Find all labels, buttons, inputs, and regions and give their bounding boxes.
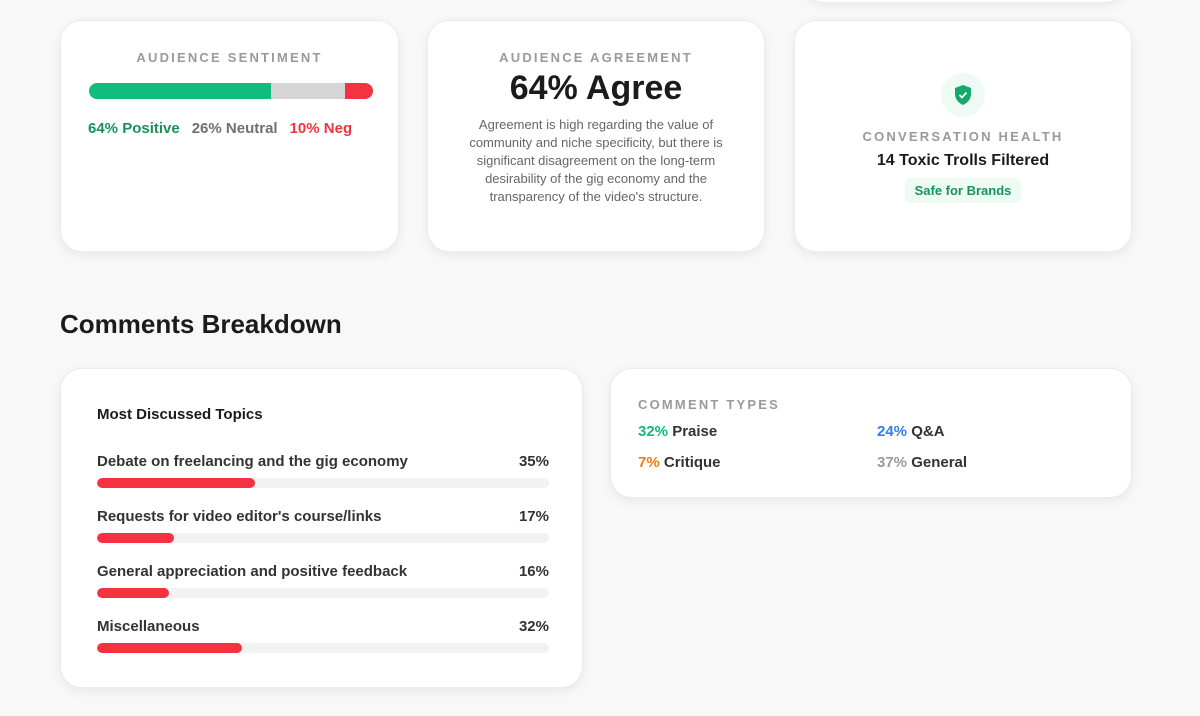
sentiment-negative-segment	[344, 83, 373, 99]
comment-type-label: Critique	[663, 454, 721, 471]
topic-bar-track	[97, 588, 549, 598]
topics-card: Most Discussed Topics Debate on freelanc…	[60, 368, 583, 688]
health-headline: 14 Toxic Trolls Filtered	[876, 152, 1050, 169]
comment-type-percent: 37%	[877, 454, 908, 471]
positive-label: 64% Positive	[88, 120, 180, 137]
negative-label: 10% Neg	[289, 120, 353, 137]
comment-type-percent: 32%	[638, 423, 669, 440]
comment-type-percent: 7%	[638, 454, 660, 471]
topic-item: General appreciation and positive feedba…	[97, 563, 549, 598]
topic-percent: 17%	[518, 508, 549, 525]
topic-item: Debate on freelancing and the gig econom…	[97, 453, 549, 488]
topic-label: Requests for video editor's course/links	[97, 508, 382, 525]
topic-bar-fill	[97, 588, 170, 598]
topic-item: Requests for video editor's course/links…	[97, 508, 549, 543]
topic-label: Debate on freelancing and the gig econom…	[97, 453, 408, 470]
comment-type-label: Praise	[672, 423, 718, 440]
comment-types-card: COMMENT TYPES 32% Praise 24% Q&A 7% Critiq…	[610, 368, 1132, 498]
topic-bar-fill	[97, 478, 256, 488]
agreement-headline: 64% Agree	[509, 69, 683, 107]
topic-label: Miscellaneous	[97, 618, 200, 635]
topic-item: Miscellaneous 32%	[97, 618, 549, 653]
comment-type-percent: 24%	[877, 423, 908, 440]
topic-bar-fill	[97, 643, 242, 653]
topic-bar-track	[97, 643, 549, 653]
card-title: CONVERSATION HEALTH	[862, 129, 1064, 144]
topic-bar-fill	[97, 533, 174, 543]
audience-agreement-card: AUDIENCE AGREEMENT 64% Agree Agreement i…	[427, 20, 765, 252]
neutral-label: 26% Neutral	[191, 120, 278, 137]
sentiment-positive-segment	[89, 83, 271, 99]
audience-sentiment-card: AUDIENCE SENTIMENT 64% Positive 26% Neut…	[60, 20, 399, 252]
sentiment-bar	[89, 83, 373, 99]
topic-bar-track	[97, 533, 549, 543]
comment-type-label: Q&A	[911, 423, 945, 440]
comment-type-item: 37% General	[877, 454, 967, 471]
topics-title: Most Discussed Topics	[97, 406, 263, 423]
comment-type-item: 24% Q&A	[877, 423, 945, 440]
comment-type-item: 32% Praise	[638, 423, 717, 440]
conversation-health-card: CONVERSATION HEALTH 14 Toxic Trolls Filt…	[794, 20, 1132, 252]
partial-card	[805, 0, 1125, 2]
status-badge: Safe for Brands	[904, 178, 1022, 203]
sentiment-neutral-segment	[270, 83, 345, 99]
card-title: AUDIENCE AGREEMENT	[499, 50, 693, 65]
topic-percent: 32%	[518, 618, 549, 635]
topic-bar-track	[97, 478, 549, 488]
section-title: Comments Breakdown	[60, 309, 342, 339]
comment-type-item: 7% Critique	[638, 454, 721, 471]
card-title: COMMENT TYPES	[638, 397, 780, 412]
comment-type-label: General	[911, 454, 968, 471]
topic-percent: 35%	[518, 453, 549, 470]
agreement-description: Agreement is high regarding the value of…	[469, 117, 723, 204]
card-title: AUDIENCE SENTIMENT	[136, 50, 323, 65]
shield-check-icon	[941, 73, 985, 117]
topic-percent: 16%	[518, 563, 549, 580]
topic-label: General appreciation and positive feedba…	[97, 563, 408, 580]
